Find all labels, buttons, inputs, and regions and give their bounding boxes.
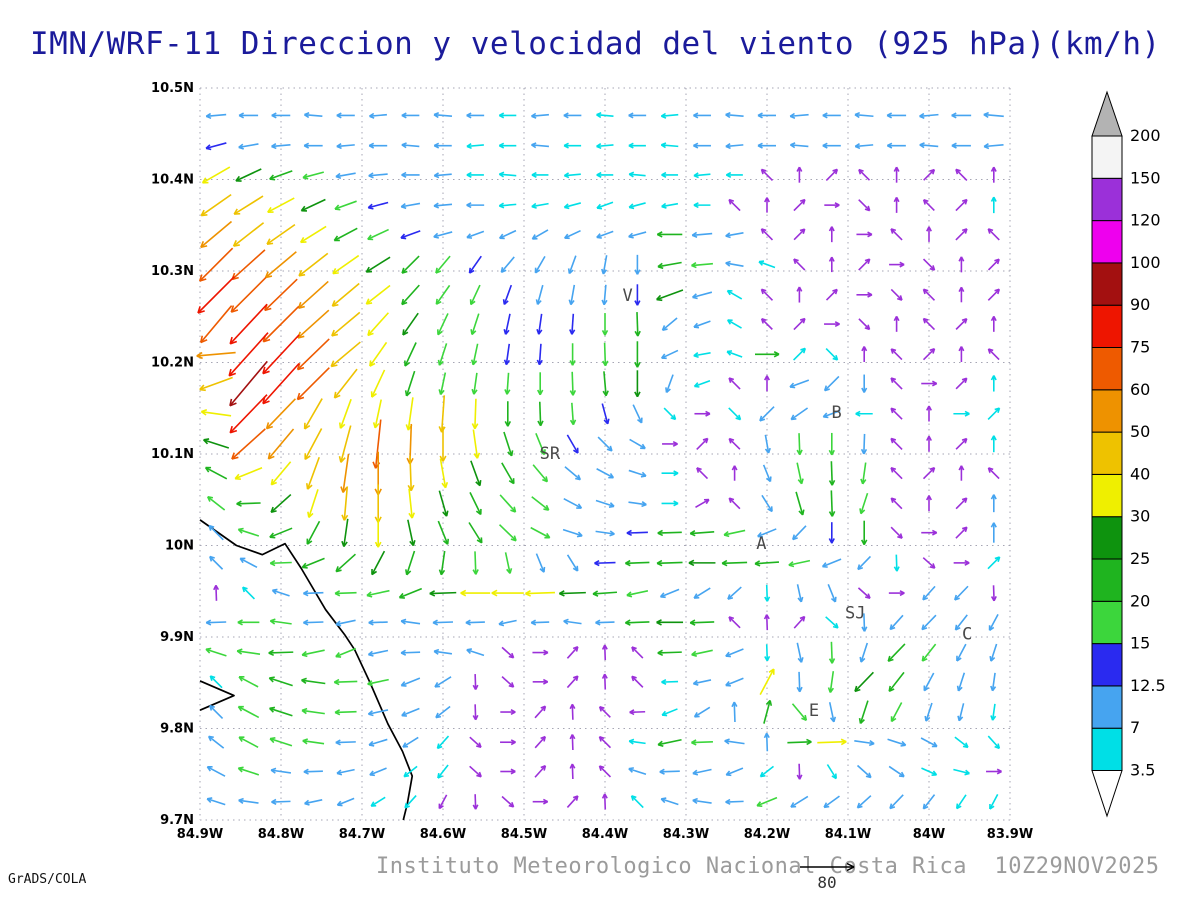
svg-text:10.5N: 10.5N <box>151 81 194 96</box>
svg-text:12.5: 12.5 <box>1130 676 1166 695</box>
svg-text:10.3N: 10.3N <box>151 264 194 279</box>
grid-lines <box>199 87 1011 821</box>
svg-text:A: A <box>756 534 766 554</box>
svg-text:84.8W: 84.8W <box>258 827 304 842</box>
svg-text:60: 60 <box>1130 380 1150 399</box>
grads-credit: GrADS/COLA <box>8 872 87 887</box>
svg-text:84.2W: 84.2W <box>744 827 790 842</box>
svg-text:SR: SR <box>540 444 561 464</box>
svg-text:84.7W: 84.7W <box>339 827 385 842</box>
svg-text:15: 15 <box>1130 634 1150 653</box>
svg-text:9.8N: 9.8N <box>160 722 194 737</box>
svg-text:C: C <box>962 624 972 644</box>
svg-text:84.9W: 84.9W <box>177 827 223 842</box>
svg-text:E: E <box>809 701 819 721</box>
svg-text:50: 50 <box>1130 422 1150 441</box>
svg-text:40: 40 <box>1130 464 1150 483</box>
reference-vector-label: 80 <box>817 873 836 892</box>
footer-caption: Instituto Meteorologico Nacional Costa R… <box>376 854 1160 879</box>
axis-labels: 84.9W 84.8W 84.7W 84.6W 84.5W 84.4W 84.3W 84.2W… <box>151 81 1033 842</box>
svg-text:V: V <box>623 286 633 306</box>
svg-text:10N: 10N <box>165 539 194 554</box>
svg-text:83.9W: 83.9W <box>987 827 1033 842</box>
svg-text:84.6W: 84.6W <box>420 827 466 842</box>
city-labels: V B SR A SJ C E <box>540 286 973 721</box>
svg-text:84W: 84W <box>913 827 945 842</box>
svg-text:90: 90 <box>1130 295 1150 314</box>
svg-text:3.5: 3.5 <box>1130 761 1155 780</box>
svg-text:10.4N: 10.4N <box>151 173 194 188</box>
svg-text:84.4W: 84.4W <box>582 827 628 842</box>
svg-text:9.9N: 9.9N <box>160 630 194 645</box>
svg-text:9.7N: 9.7N <box>160 813 194 828</box>
svg-text:84.3W: 84.3W <box>663 827 709 842</box>
svg-text:10.1N: 10.1N <box>151 447 194 462</box>
svg-text:B: B <box>832 403 842 423</box>
svg-text:75: 75 <box>1130 338 1150 357</box>
svg-text:20: 20 <box>1130 591 1150 610</box>
reference-vector: 80 <box>800 862 855 892</box>
svg-text:200: 200 <box>1130 126 1161 145</box>
svg-text:84.1W: 84.1W <box>825 827 871 842</box>
svg-text:7: 7 <box>1130 718 1140 737</box>
colorbar: 200 150 120 100 90 75 60 50 40 30 25 20 15 12.5 7 3.5 <box>1091 90 1166 818</box>
coastline <box>199 519 414 821</box>
svg-text:25: 25 <box>1130 549 1150 568</box>
svg-text:10.2N: 10.2N <box>151 356 194 371</box>
svg-text:100: 100 <box>1130 253 1161 272</box>
chart-title: IMN/WRF-11 Direccion y velocidad del vie… <box>30 26 1161 62</box>
svg-text:84.5W: 84.5W <box>501 827 547 842</box>
svg-text:SJ: SJ <box>845 603 865 623</box>
wind-vectors <box>196 111 1004 810</box>
svg-text:120: 120 <box>1130 211 1161 230</box>
svg-text:30: 30 <box>1130 507 1150 526</box>
svg-text:150: 150 <box>1130 168 1161 187</box>
